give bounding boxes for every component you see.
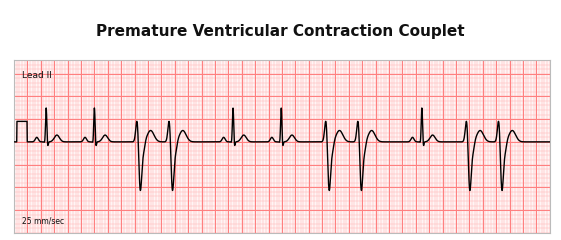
Text: Lead II: Lead II bbox=[22, 71, 52, 80]
Text: Premature Ventricular Contraction Couplet: Premature Ventricular Contraction Couple… bbox=[96, 24, 465, 39]
Text: 25 mm/sec: 25 mm/sec bbox=[22, 217, 64, 226]
